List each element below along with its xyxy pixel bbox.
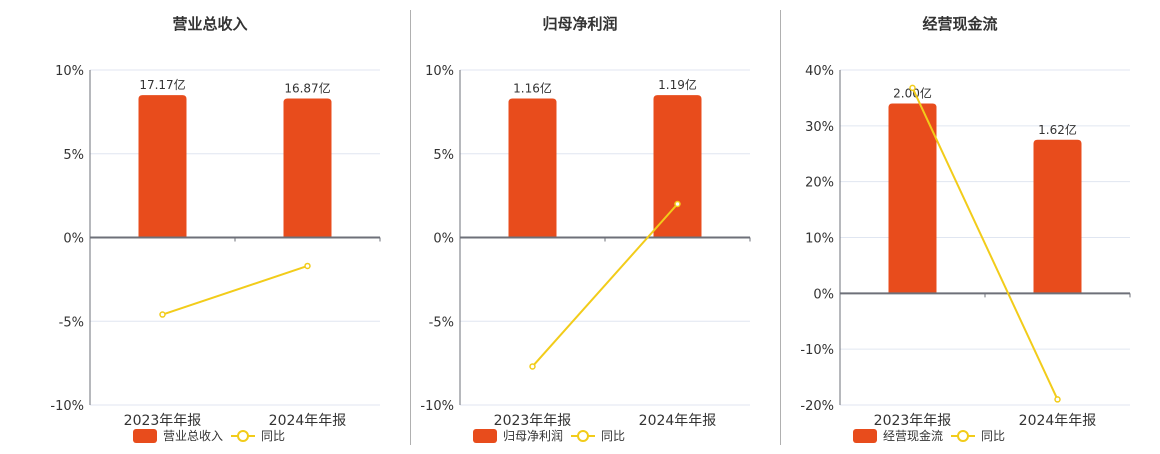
bar-value-label: 1.19亿 bbox=[658, 77, 697, 92]
legend-bar-label: 归母净利润 bbox=[503, 429, 563, 443]
legend-line-marker bbox=[577, 430, 589, 442]
legend-line-label: 同比 bbox=[601, 429, 625, 443]
bar-value-label: 1.62亿 bbox=[1038, 122, 1077, 137]
bar bbox=[138, 95, 187, 238]
chart-title: 归母净利润 bbox=[542, 15, 617, 33]
legend-bar-swatch bbox=[473, 429, 497, 443]
panel-divider bbox=[780, 10, 781, 445]
panel-divider bbox=[410, 10, 411, 445]
legend-line-label: 同比 bbox=[981, 429, 1005, 443]
chart-panel-net-profit: 归母净利润 10% 5% 0% -5% -10% 1.16亿 2023年年报 1.19亿 2024… bbox=[370, 0, 780, 450]
bar bbox=[283, 98, 332, 238]
y-tick-label: -5% bbox=[429, 315, 454, 330]
net-profit-chart: 归母净利润 10% 5% 0% -5% -10% 1.16亿 2023年年报 1.19亿 2024… bbox=[420, 15, 751, 443]
y-tick-label: 20% bbox=[805, 176, 834, 191]
yoy-point bbox=[674, 200, 681, 208]
yoy-line bbox=[531, 203, 679, 368]
x-tick-label: 2024年年报 bbox=[269, 413, 347, 429]
bar bbox=[1033, 139, 1082, 294]
bar bbox=[888, 103, 937, 294]
yoy-point bbox=[304, 262, 311, 270]
y-tick-label: 0% bbox=[433, 232, 454, 247]
yoy-point bbox=[909, 84, 916, 92]
yoy-point bbox=[529, 363, 536, 370]
x-tick-label: 2024年年报 bbox=[639, 413, 717, 429]
y-tick-label: -20% bbox=[800, 399, 834, 414]
y-tick-label: -10% bbox=[800, 343, 834, 358]
chart-panel-revenue: 营业总收入 10% 5% 0% -5% -10% 17.17亿 2023年年报 16.87亿 20… bbox=[0, 0, 410, 450]
chart-panel-operating-cashflow: 经营现金流 40% 30% 20% 10% 0% -10% -20% 2.00亿 2023年年报 1… bbox=[750, 0, 1160, 450]
y-tick-label: 0% bbox=[813, 287, 834, 302]
y-tick-label: 10% bbox=[55, 64, 84, 79]
yoy-point bbox=[159, 311, 166, 318]
y-tick-label: -10% bbox=[50, 399, 84, 414]
chart-title: 营业总收入 bbox=[172, 15, 247, 33]
y-tick-label: 0% bbox=[63, 232, 84, 247]
yoy-line bbox=[162, 265, 308, 316]
y-tick-label: -10% bbox=[420, 399, 454, 414]
chart-title: 经营现金流 bbox=[922, 15, 997, 33]
x-tick-label: 2024年年报 bbox=[1019, 413, 1097, 429]
legend-bar-swatch bbox=[853, 429, 877, 443]
x-tick-label: 2023年年报 bbox=[494, 413, 572, 429]
legend-bar-swatch bbox=[133, 429, 157, 443]
bar-value-label: 2.00亿 bbox=[893, 86, 932, 101]
legend-bar-label: 营业总收入 bbox=[163, 429, 223, 443]
y-tick-label: 30% bbox=[805, 120, 834, 135]
yoy-line bbox=[911, 87, 1059, 400]
y-tick-label: 5% bbox=[433, 148, 454, 163]
legend-line-marker bbox=[237, 430, 249, 442]
operating-cashflow-chart: 经营现金流 40% 30% 20% 10% 0% -10% -20% 2.00亿 2023年年报 1… bbox=[800, 15, 1131, 443]
x-tick-label: 2023年年报 bbox=[124, 413, 202, 429]
bar bbox=[653, 95, 702, 238]
yoy-point bbox=[1054, 396, 1061, 403]
revenue-chart: 营业总收入 10% 5% 0% -5% -10% 17.17亿 2023年年报 16.87亿 20… bbox=[50, 15, 381, 443]
x-tick-label: 2023年年报 bbox=[874, 413, 952, 429]
y-tick-label: 40% bbox=[805, 64, 834, 79]
y-tick-label: 5% bbox=[63, 148, 84, 163]
y-tick-label: 10% bbox=[425, 64, 454, 79]
bar-value-label: 16.87亿 bbox=[284, 80, 330, 95]
legend-line-marker bbox=[957, 430, 969, 442]
y-tick-label: 10% bbox=[805, 232, 834, 247]
legend-bar-label: 经营现金流 bbox=[883, 428, 943, 443]
bar-value-label: 17.17亿 bbox=[139, 77, 185, 92]
bar-value-label: 1.16亿 bbox=[513, 80, 552, 95]
y-tick-label: -5% bbox=[59, 315, 84, 330]
bar bbox=[508, 98, 557, 238]
legend-line-label: 同比 bbox=[261, 429, 285, 443]
